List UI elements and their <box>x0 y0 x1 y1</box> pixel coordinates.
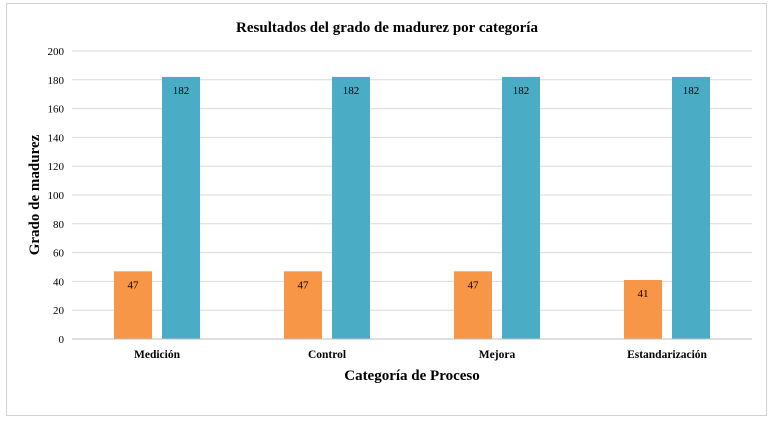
bar <box>332 76 370 340</box>
y-axis-ticks: 0 20 40 60 80 100 120 140 160 180 200 <box>48 46 65 346</box>
chart-title: Resultados del grado de madurez por cate… <box>236 20 538 36</box>
bar <box>624 279 662 339</box>
y-tick-label: 200 <box>48 46 65 58</box>
data-label: 47 <box>128 279 140 291</box>
bar <box>162 76 200 340</box>
data-label: 182 <box>683 85 700 97</box>
bar <box>114 271 152 339</box>
bar <box>454 271 492 339</box>
data-label: 182 <box>343 85 360 97</box>
bar <box>502 76 540 340</box>
x-tick-label: Medición <box>134 349 181 361</box>
bar <box>672 76 710 340</box>
data-label: 47 <box>298 279 310 291</box>
y-tick-label: 140 <box>48 132 65 144</box>
y-tick-label: 60 <box>53 248 65 260</box>
y-tick-label: 180 <box>48 75 65 87</box>
x-tick-label: Estandarización <box>627 349 707 361</box>
data-label: 182 <box>513 85 530 97</box>
y-axis-title: Grado de madurez <box>27 134 43 255</box>
x-axis-categories: Medición Control Mejora Estandarización <box>134 349 708 361</box>
x-axis-title: Categoría de Proceso <box>344 368 480 384</box>
y-tick-label: 40 <box>53 276 65 288</box>
bar <box>284 271 322 339</box>
y-tick-label: 0 <box>59 334 65 346</box>
bars <box>114 76 710 340</box>
chart-frame <box>6 3 767 416</box>
y-tick-label: 100 <box>48 190 65 202</box>
y-tick-label: 80 <box>53 219 65 231</box>
data-label: 41 <box>638 288 649 300</box>
x-tick-label: Mejora <box>479 349 516 361</box>
x-tick-label: Control <box>308 349 346 361</box>
data-label: 47 <box>468 279 480 291</box>
data-label: 182 <box>173 85 190 97</box>
data-labels: 47 182 47 182 47 182 41 182 <box>128 85 700 300</box>
y-tick-label: 160 <box>48 104 65 116</box>
y-tick-label: 120 <box>48 161 65 173</box>
y-tick-label: 20 <box>53 305 65 317</box>
